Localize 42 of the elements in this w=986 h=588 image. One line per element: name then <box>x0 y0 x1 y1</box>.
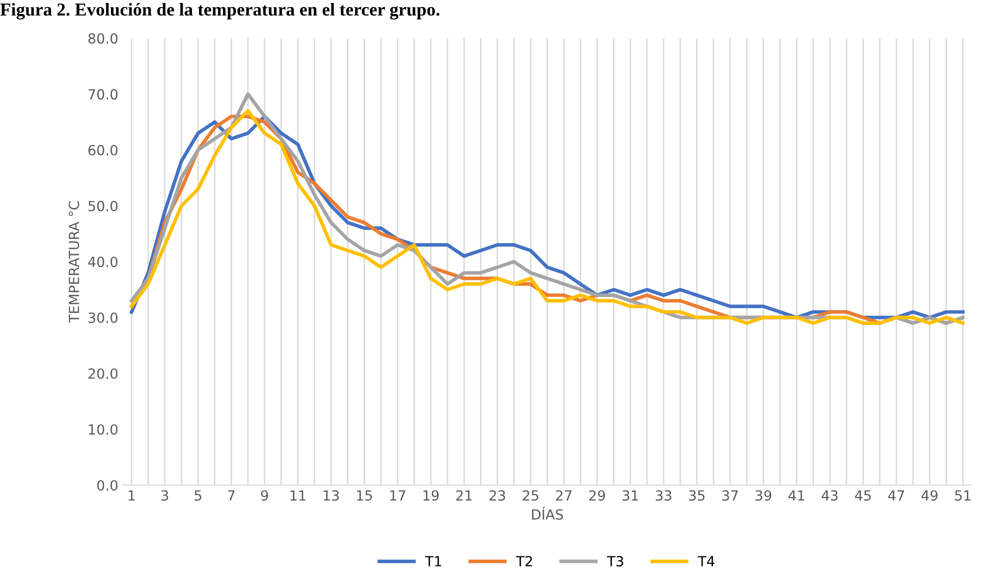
x-axis-title: DÍAS <box>532 506 564 520</box>
x-tick-label: 1 <box>128 490 135 501</box>
x-tick-label: 11 <box>290 490 306 501</box>
legend-label: T4 <box>698 556 714 566</box>
y-tick-label: 70.0 <box>88 89 118 100</box>
y-tick-label: 0.0 <box>97 480 118 491</box>
x-tick-label: 43 <box>822 490 838 501</box>
legend-label: T2 <box>516 556 532 566</box>
x-tick-label: 15 <box>357 490 372 501</box>
y-axis-title: TEMPERATURA °C <box>68 201 80 323</box>
legend-label: T1 <box>425 556 442 566</box>
y-tick-label: 60.0 <box>88 144 118 156</box>
x-tick-label: 35 <box>689 490 704 501</box>
x-tick-label: 29 <box>589 490 605 501</box>
x-tick-label: 41 <box>788 490 804 501</box>
x-tick-label: 51 <box>955 490 970 501</box>
x-tick-label: 39 <box>756 490 772 501</box>
x-tick-label: 19 <box>424 490 439 501</box>
y-tick-label: 40.0 <box>88 256 118 268</box>
x-tick-label: 21 <box>456 490 472 501</box>
y-tick-label: 10.0 <box>88 424 118 435</box>
x-tick-label: 33 <box>656 490 672 501</box>
y-tick-label: 20.0 <box>88 368 118 379</box>
x-tick-label: 25 <box>522 490 538 501</box>
x-tick-label: 5 <box>194 490 202 501</box>
y-tick-label: 50.0 <box>88 200 118 212</box>
y-tick-label: 80.0 <box>88 33 118 44</box>
x-tick-label: 13 <box>324 490 339 501</box>
x-tick-label: 23 <box>490 490 506 501</box>
y-tick-label: 30.0 <box>88 312 118 323</box>
x-tick-label: 3 <box>161 490 168 501</box>
x-tick-label: 47 <box>888 490 904 501</box>
x-tick-label: 45 <box>854 490 871 501</box>
x-tick-label: 27 <box>556 490 572 501</box>
x-tick-label: 17 <box>390 490 406 501</box>
x-tick-label: 37 <box>722 490 738 501</box>
chart-title: Figura 2. Evolución de la temperatura en el tercer grupo. <box>0 2 440 20</box>
x-tick-label: 7 <box>228 490 235 501</box>
legend-label: T3 <box>606 556 624 566</box>
x-tick-label: 31 <box>622 490 638 501</box>
x-tick-label: 49 <box>921 490 938 501</box>
x-tick-label: 9 <box>261 490 268 501</box>
